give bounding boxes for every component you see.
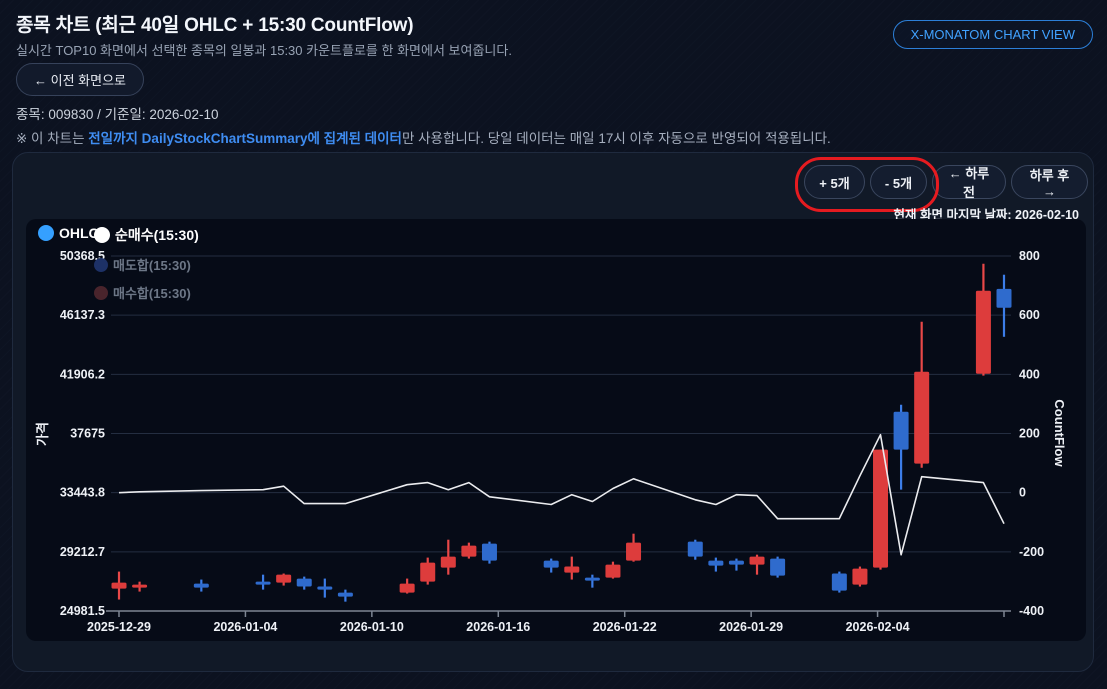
candle-body — [337, 592, 353, 597]
candle-body — [255, 581, 271, 585]
svg-text:29212.7: 29212.7 — [60, 545, 105, 559]
stock-code-and-base-date: 종목: 009830 / 기준일: 2026-02-10 — [16, 107, 219, 122]
ohlc-countflow-chart[interactable]: OHLC 순매수(15:30) 매도합(15:30) 매수합(15:30) 50… — [26, 219, 1086, 641]
countflow-line — [118, 433, 1005, 556]
candles-layer — [111, 263, 1012, 602]
svg-text:가격: 가격 — [35, 422, 50, 446]
candle-body — [749, 556, 765, 565]
candle-body — [296, 578, 312, 587]
candle-body — [831, 573, 847, 591]
chart-canvas[interactable]: 50368.5 800 46137.3 600 41906.2 400 37675 200 33… — [26, 219, 1086, 641]
svg-text:2026-01-22: 2026-01-22 — [593, 620, 657, 634]
candle-body — [111, 582, 127, 589]
candle-body — [420, 562, 436, 582]
candle-body — [626, 542, 642, 561]
back-to-previous-screen-button[interactable]: ← 이전 화면으로 — [16, 63, 144, 96]
svg-text:50368.5: 50368.5 — [60, 249, 105, 263]
svg-text:37675: 37675 — [70, 427, 105, 441]
next-day-button[interactable]: 하루 후 → — [1011, 165, 1088, 199]
svg-text:33443.8: 33443.8 — [60, 486, 105, 500]
candle-body — [728, 560, 744, 565]
axis-titles: 가격 CountFlow — [35, 399, 1067, 467]
svg-text:2026-01-04: 2026-01-04 — [213, 620, 277, 634]
current-last-date-label: 현재 화면 마지막 날짜: 2026-02-10 — [893, 208, 1080, 222]
svg-text:200: 200 — [1019, 427, 1040, 441]
svg-text:-200: -200 — [1019, 545, 1044, 559]
legend-item-ohlc[interactable]: OHLC — [38, 225, 99, 241]
svg-text:600: 600 — [1019, 308, 1040, 322]
svg-text:CountFlow: CountFlow — [1052, 399, 1067, 467]
page-title: 종목 차트 (최근 40일 OHLC + 15:30 CountFlow) — [16, 15, 414, 36]
candle-body — [317, 586, 333, 590]
notice-highlight: 전일까지 DailyStockChartSummary에 집계된 데이터 — [88, 131, 402, 146]
candle-body — [564, 566, 580, 573]
candle-body — [687, 541, 703, 557]
svg-text:800: 800 — [1019, 249, 1040, 263]
remove-5-button[interactable]: - 5개 — [870, 165, 927, 199]
candle-body — [276, 574, 292, 583]
legend-dot-net-buy — [94, 227, 110, 243]
x-monatom-chart-view-button[interactable]: X-MONATOM CHART VIEW — [892, 20, 1093, 49]
prev-day-button[interactable]: ← 하루 전 — [932, 165, 1006, 200]
svg-text:2026-02-04: 2026-02-04 — [846, 620, 910, 634]
svg-text:2026-01-16: 2026-01-16 — [466, 620, 530, 634]
page-subtitle: 실시간 TOP10 화면에서 선택한 종목의 일봉과 15:30 카운트플로를 … — [16, 43, 512, 58]
legend-label-ohlc: OHLC — [59, 225, 99, 241]
candle-body — [605, 564, 621, 578]
candle-body — [193, 583, 209, 588]
svg-text:400: 400 — [1019, 367, 1040, 381]
legend-label-buy-total: 매수합(15:30) — [113, 286, 191, 301]
candle-body — [893, 411, 909, 450]
candle-body — [132, 584, 148, 588]
svg-text:24981.5: 24981.5 — [60, 604, 105, 618]
svg-text:0: 0 — [1019, 486, 1026, 500]
legend-label-sell-total: 매도합(15:30) — [113, 258, 191, 273]
candle-body — [440, 556, 456, 568]
candle-body — [996, 288, 1012, 308]
candle-body — [399, 583, 415, 593]
candle-body — [770, 558, 786, 576]
svg-text:2026-01-29: 2026-01-29 — [719, 620, 783, 634]
svg-text:-400: -400 — [1019, 604, 1044, 618]
svg-text:41906.2: 41906.2 — [60, 367, 105, 381]
candle-body — [708, 560, 724, 566]
candle-body — [873, 449, 889, 568]
legend-item-sell-total[interactable]: 매도합(15:30) — [94, 255, 191, 274]
svg-text:46137.3: 46137.3 — [60, 308, 105, 322]
legend-dot-ohlc — [38, 225, 54, 241]
candle-body — [975, 290, 991, 374]
legend-item-net-buy[interactable]: 순매수(15:30) — [94, 225, 199, 245]
notice-suffix: 만 사용합니다. 당일 데이터는 매일 17시 이후 자동으로 반영되어 적용됩… — [401, 131, 831, 146]
candle-body — [461, 545, 477, 557]
candle-body — [481, 543, 497, 561]
add-5-button[interactable]: + 5개 — [804, 165, 865, 199]
data-usage-notice: ※ 이 차트는 전일까지 DailyStockChartSummary에 집계된… — [16, 127, 831, 147]
legend-dot-sell-total — [94, 257, 108, 272]
candle-body — [543, 560, 559, 568]
notice-prefix: ※ 이 차트는 — [16, 131, 89, 146]
legend-item-buy-total[interactable]: 매수합(15:30) — [94, 283, 191, 302]
legend-dot-buy-total — [94, 285, 108, 300]
x-axis: 2025-12-29 2026-01-04 2026-01-10 2026-01-16… — [87, 610, 1011, 634]
legend-label-net-buy: 순매수(15:30) — [115, 227, 199, 243]
chart-panel: + 5개 - 5개 ← 하루 전 하루 후 → 현재 화면 마지막 날짜: 20… — [12, 152, 1094, 672]
gridlines-and-axis-labels: 50368.5 800 46137.3 600 41906.2 400 37675 200 33… — [60, 249, 1044, 618]
svg-text:2025-12-29: 2025-12-29 — [87, 620, 151, 634]
candle-body — [584, 577, 600, 581]
svg-text:2026-01-10: 2026-01-10 — [340, 620, 404, 634]
candle-body — [852, 568, 868, 585]
candle-body — [914, 371, 930, 464]
